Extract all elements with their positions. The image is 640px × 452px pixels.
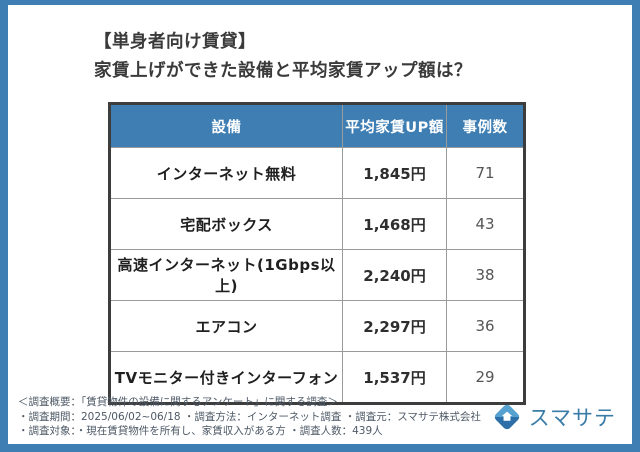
- page-title: 【単身者向け賃貸】 家賃上げができた設備と平均家賃アップ額は？: [94, 28, 472, 86]
- equipment-cell: TVモニター付きインターフォン: [109, 351, 343, 404]
- rent-up-table: 設備 平均家賃UP額 事例数 インターネット無料 1,845円 71 宅配ボック…: [108, 102, 526, 405]
- cases-cell: 43: [446, 198, 525, 250]
- cases-cell: 29: [446, 351, 525, 404]
- header-rent-up: 平均家賃UP額: [342, 103, 447, 148]
- survey-target-line: ・調査対象：・現在賃貸物件を所有し、家賃収入がある方 ・調査人数：439人: [18, 425, 383, 437]
- equipment-cell: インターネット無料: [109, 147, 343, 199]
- cases-cell: 36: [446, 300, 525, 352]
- table-row: インターネット無料 1,845円 71: [109, 147, 525, 199]
- table-row: TVモニター付きインターフォン 1,537円 29: [109, 351, 525, 404]
- survey-overview-line: ＜調査概要：「賃貸物件の設備に関するアンケート」に関する調査＞: [18, 396, 338, 408]
- rent-up-cell: 1,468円: [342, 198, 447, 250]
- table-row: 高速インターネット(1Gbps以上) 2,240円 38: [109, 249, 525, 301]
- equipment-cell: 宅配ボックス: [109, 198, 343, 250]
- cases-cell: 71: [446, 147, 525, 199]
- survey-notes: ＜調査概要：「賃貸物件の設備に関するアンケート」に関する調査＞ ・調査期間：20…: [18, 395, 481, 439]
- cases-cell: 38: [446, 249, 525, 301]
- rent-up-cell: 2,240円: [342, 249, 447, 301]
- title-line-2: 家賃上げができた設備と平均家賃アップ額は？: [94, 61, 472, 81]
- rent-up-cell: 2,297円: [342, 300, 447, 352]
- table-row: エアコン 2,297円 36: [109, 300, 525, 352]
- header-equipment: 設備: [109, 103, 343, 148]
- page-frame: 【単身者向け賃貸】 家賃上げができた設備と平均家賃アップ額は？ 設備 平均家賃U…: [8, 5, 632, 444]
- logo-text: スマサテ: [528, 406, 616, 430]
- rent-up-cell: 1,845円: [342, 147, 447, 199]
- equipment-cell: 高速インターネット(1Gbps以上): [109, 249, 343, 301]
- header-cases: 事例数: [446, 103, 525, 148]
- home-diamond-icon: [492, 402, 522, 432]
- table-row: 宅配ボックス 1,468円 43: [109, 198, 525, 250]
- equipment-cell: エアコン: [109, 300, 343, 352]
- title-line-1: 【単身者向け賃貸】: [94, 32, 256, 52]
- table-header-row: 設備 平均家賃UP額 事例数: [109, 103, 525, 148]
- sumasate-logo: スマサテ: [492, 402, 616, 432]
- survey-period-line: ・調査期間：2025/06/02~06/18 ・調査方法：インターネット調査 ・…: [18, 410, 481, 423]
